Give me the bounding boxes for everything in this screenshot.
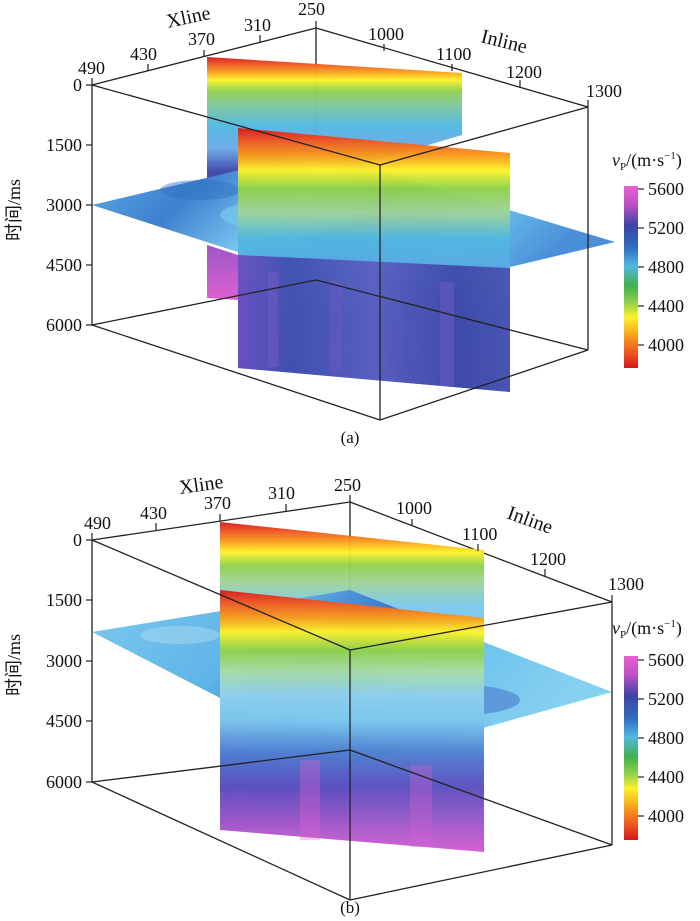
time-tick-label: 4500 bbox=[46, 255, 82, 275]
colorbar-tick-label: 5200 bbox=[648, 218, 684, 238]
panel-a: 490 430 370 310 250 Xline 1000 1100 1200… bbox=[0, 0, 700, 455]
colorbar-title: vP/(m·s−1) bbox=[612, 618, 682, 641]
time-tick-label: 6000 bbox=[46, 772, 82, 792]
time-ticks-b: 0 1500 3000 4500 6000 时间/ms bbox=[4, 530, 92, 792]
panel-caption: (a) bbox=[341, 428, 360, 447]
xline-tick-label: 490 bbox=[78, 58, 105, 78]
inline-ticks-b: 1000 1100 1200 1300 Inline bbox=[396, 498, 644, 602]
colorbar-tick-label: 4800 bbox=[648, 728, 684, 748]
xline-slice-lower-a bbox=[207, 245, 238, 300]
colorbar-tick-label: 4000 bbox=[648, 806, 684, 826]
xline-tick-label: 430 bbox=[140, 503, 167, 523]
inline-tick-label: 1000 bbox=[396, 498, 432, 518]
box-frame-front-a bbox=[91, 84, 589, 421]
xline-tick-label: 370 bbox=[188, 29, 215, 49]
xline-tick-label: 490 bbox=[84, 513, 111, 533]
inline-axis-label: Inline bbox=[479, 26, 530, 59]
colorbar-tick-label: 4400 bbox=[648, 296, 684, 316]
inline-slice-b bbox=[220, 590, 484, 852]
inline-tick-label: 1100 bbox=[436, 44, 471, 64]
xline-tick-label: 370 bbox=[204, 493, 231, 513]
colorbar-a: vP/(m·s−1) 5600 5200 4800 4400 4000 bbox=[612, 150, 684, 368]
time-tick-label: 3000 bbox=[46, 195, 82, 215]
time-ticks-a: 0 1500 3000 4500 6000 时间/ms bbox=[4, 75, 92, 335]
inline-tick-label: 1000 bbox=[368, 24, 404, 44]
inline-tick-label: 1200 bbox=[506, 62, 542, 82]
colorbar-tick-label: 4000 bbox=[648, 335, 684, 355]
inline-tick-label: 1300 bbox=[586, 81, 622, 101]
panel-caption: (b) bbox=[340, 898, 360, 917]
xline-tick-label: 310 bbox=[268, 483, 295, 503]
time-tick-label: 0 bbox=[73, 530, 82, 550]
xline-ticks-a: 490 430 370 310 250 Xline bbox=[78, 0, 325, 85]
inline-axis-label: Inline bbox=[504, 502, 555, 539]
box-frame-front-b bbox=[91, 539, 613, 901]
panel-b: 490 430 370 310 250 Xline 1000 1100 1200… bbox=[0, 460, 700, 921]
velocity-volume-b: 490 430 370 310 250 Xline 1000 1100 1200… bbox=[4, 471, 684, 917]
velocity-volume-a: 490 430 370 310 250 Xline 1000 1100 1200… bbox=[4, 0, 684, 447]
colorbar-title: vP/(m·s−1) bbox=[612, 150, 682, 173]
colorbar-b: vP/(m·s−1) 5600 5200 4800 4400 4000 bbox=[612, 618, 684, 840]
inline-tick-label: 1300 bbox=[608, 574, 644, 594]
time-tick-label: 1500 bbox=[46, 135, 82, 155]
xline-tick-label: 430 bbox=[130, 44, 157, 64]
time-tick-label: 6000 bbox=[46, 315, 82, 335]
colorbar-tick-label: 5600 bbox=[648, 650, 684, 670]
time-tick-label: 0 bbox=[73, 75, 82, 95]
colorbar-gradient bbox=[624, 656, 638, 840]
inline-ticks-a: 1000 1100 1200 1300 Inline bbox=[368, 24, 622, 107]
colorbar-tick-label: 4400 bbox=[648, 767, 684, 787]
xline-tick-label: 250 bbox=[334, 475, 361, 495]
time-tick-label: 3000 bbox=[46, 651, 82, 671]
xline-tick-label: 250 bbox=[298, 0, 325, 19]
inline-tick-label: 1200 bbox=[530, 549, 566, 569]
colorbar-tick-label: 4800 bbox=[648, 257, 684, 277]
colorbar-tick-label: 5600 bbox=[648, 179, 684, 199]
time-axis-label: 时间/ms bbox=[4, 634, 24, 696]
xline-tick-label: 310 bbox=[244, 15, 271, 35]
xline-ticks-b: 490 430 370 310 250 Xline bbox=[84, 471, 361, 540]
time-tick-label: 4500 bbox=[46, 711, 82, 731]
colorbar-tick-label: 5200 bbox=[648, 689, 684, 709]
inline-slice-a bbox=[238, 128, 510, 392]
inline-tick-label: 1100 bbox=[462, 524, 497, 544]
colorbar-gradient bbox=[624, 186, 638, 368]
time-tick-label: 1500 bbox=[46, 590, 82, 610]
time-axis-label: 时间/ms bbox=[4, 179, 24, 241]
